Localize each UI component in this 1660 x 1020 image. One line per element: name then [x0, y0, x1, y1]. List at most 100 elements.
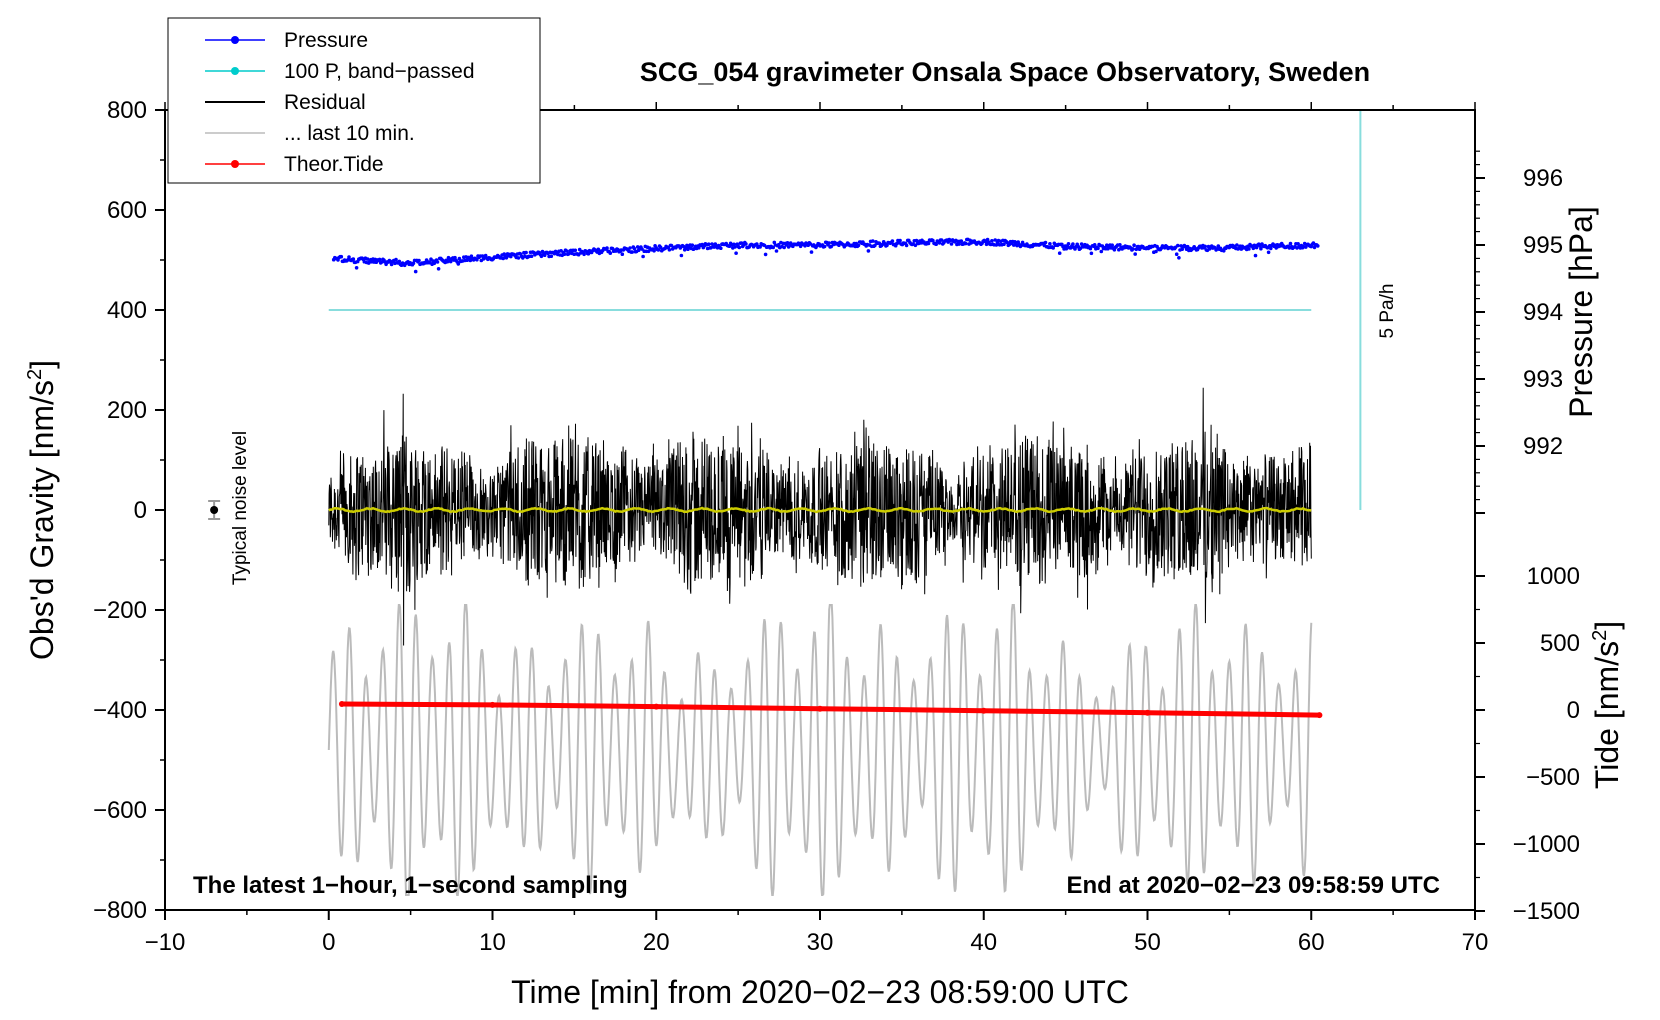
pressure-point [937, 241, 942, 245]
pressure-point [771, 245, 775, 250]
pressure-point [963, 241, 968, 246]
pressure-point [389, 262, 394, 267]
legend-label: Theor.Tide [284, 153, 384, 176]
pressure-point [1048, 242, 1052, 246]
x-tick-label: 70 [1462, 929, 1489, 956]
chart-title: SCG_054 gravimeter Onsala Space Observat… [640, 57, 1370, 87]
pressure-tick-label: 995 [1523, 232, 1563, 259]
y-tick-label: 600 [107, 197, 147, 224]
pressure-point [475, 257, 479, 262]
pressure-point [582, 252, 586, 257]
pressure-point [890, 239, 895, 243]
pressure-point [1071, 242, 1075, 246]
legend: Pressure 100 P, band−passed Residual ... la… [167, 17, 541, 184]
pressure-point [620, 252, 625, 256]
pressure-tick-label: 993 [1523, 366, 1563, 393]
pressure-point [734, 251, 738, 255]
pressure-point [1092, 243, 1097, 247]
pressure-point [706, 242, 711, 246]
x-tick-label: 30 [807, 929, 834, 956]
pressure-point [776, 242, 781, 247]
pressure-point [453, 255, 457, 260]
x-tick-label: 0 [322, 929, 335, 956]
noise-marker-point [210, 506, 219, 514]
pressure-point [939, 238, 944, 242]
pressure-tick-label: 992 [1523, 433, 1563, 460]
pressure-point [1253, 253, 1258, 258]
pressure-point [456, 262, 461, 266]
tide-tick-label: −500 [1526, 764, 1580, 791]
pressure-point [1176, 243, 1180, 248]
legend-marker [231, 160, 239, 168]
y-axis-label-left-end: ] [24, 360, 60, 369]
pressure-point [564, 249, 569, 253]
x-tick-label: 60 [1298, 929, 1325, 956]
legend-label: Residual [284, 91, 366, 114]
y-axis-label-left-main: Obs'd Gravity [nm/s [24, 380, 60, 660]
pressure-point [1099, 249, 1104, 254]
pressure-point [697, 246, 701, 250]
pressure-point [898, 238, 902, 243]
pressure-point [1316, 244, 1320, 248]
y-axis-label-tide-sup: 2 [1589, 630, 1611, 641]
pressure-point [608, 251, 613, 255]
pressure-point [465, 258, 469, 263]
pressure-point [549, 254, 554, 258]
pressure-point [457, 256, 462, 261]
pressure-point [822, 244, 827, 249]
pressure-point [1174, 252, 1179, 256]
pressure-point [719, 246, 723, 250]
pressure-point [1066, 242, 1071, 246]
pressure-point [993, 238, 997, 242]
pressure-point [567, 252, 571, 256]
pressure-point [732, 242, 736, 247]
pressure-point [679, 253, 684, 258]
pressure-point [413, 269, 418, 274]
pressure-point [737, 245, 742, 250]
y-axis-label-tide-main: Tide [nm/s [1589, 641, 1625, 789]
noise-annotation: Typical noise level [230, 431, 251, 585]
tide-point [653, 703, 660, 710]
y-tick-label: −400 [93, 697, 147, 724]
pressure-point [1259, 246, 1263, 251]
pressure-point [516, 256, 521, 260]
pressure-point [1089, 251, 1094, 256]
tide-tick-label: 1000 [1527, 563, 1580, 590]
pressure-point [1288, 241, 1293, 246]
x-tick-label: 40 [970, 929, 997, 956]
pressure-point [605, 246, 609, 250]
pressure-point [1269, 246, 1273, 251]
last-10-min-line [327, 604, 1313, 896]
pressure-point [1203, 244, 1207, 249]
pressure-point [435, 260, 440, 264]
x-tick-label: 20 [643, 929, 670, 956]
pressure-point [339, 254, 344, 259]
pressure-point [957, 242, 961, 246]
pressure-point [669, 243, 674, 248]
pressure-point [744, 242, 748, 246]
pressure-point [1133, 252, 1137, 256]
legend-box [167, 17, 541, 184]
pressure-point [1118, 243, 1122, 247]
tide-tick-label: 500 [1540, 630, 1580, 657]
tide-line [341, 701, 1320, 718]
pressure-point [394, 257, 398, 262]
pressure-point [658, 245, 663, 250]
pressure-point [1132, 243, 1136, 247]
y-axis-label-pressure: Pressure [hPa] [1563, 206, 1599, 418]
pressure-point [417, 258, 421, 263]
pressure-point [529, 254, 534, 258]
pressure-point [445, 259, 450, 264]
pressure-point [934, 242, 938, 246]
pressure-point [1002, 242, 1006, 246]
pressure-point [1117, 247, 1121, 252]
tide-tick-label: −1000 [1513, 831, 1580, 858]
tide-point [338, 701, 345, 707]
pressure-point [774, 249, 779, 253]
pressure-point [641, 254, 645, 259]
pressure-point [630, 250, 634, 254]
y-tick-label: −800 [93, 897, 147, 924]
pressure-point [904, 243, 909, 248]
footer-left: The latest 1−hour, 1−second sampling [193, 872, 628, 899]
